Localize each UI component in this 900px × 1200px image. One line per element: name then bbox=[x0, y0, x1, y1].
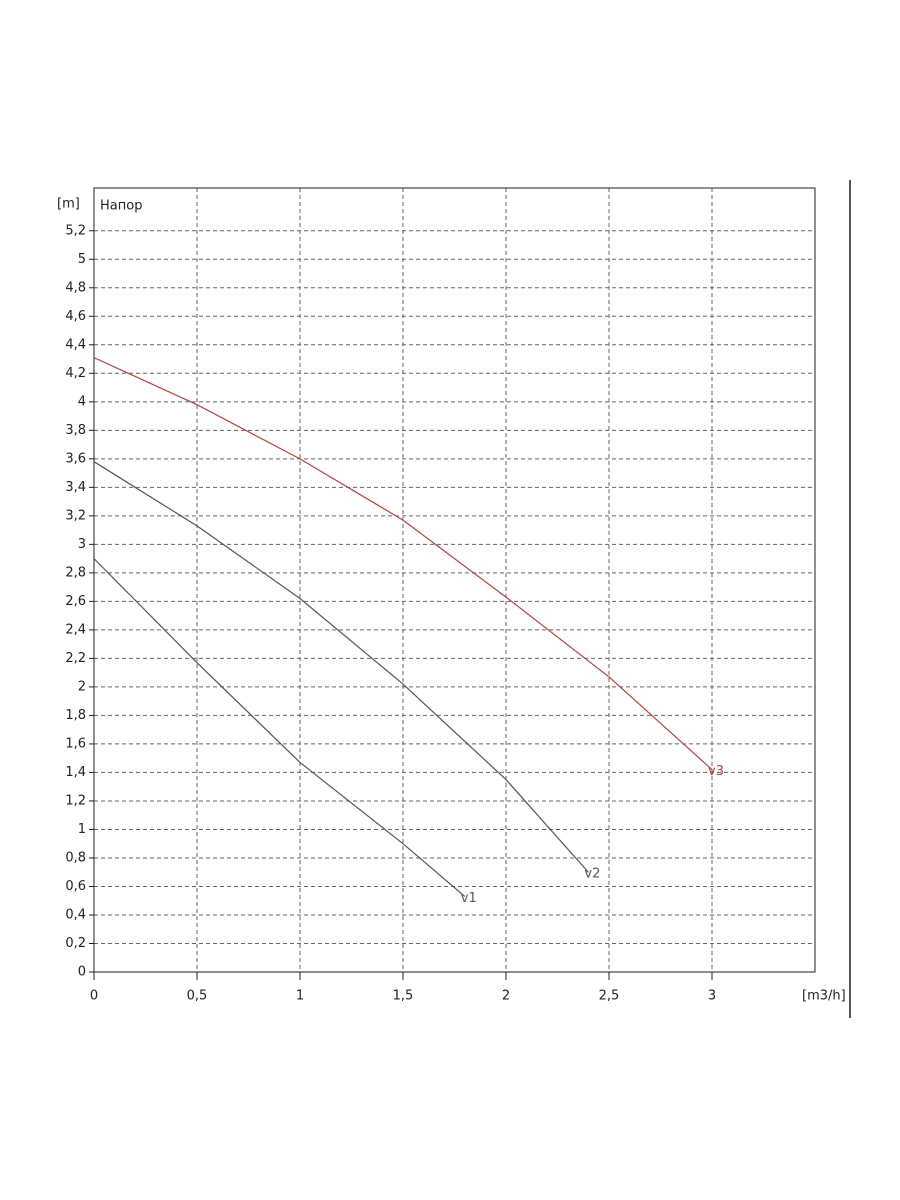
y-tick-label: 4,6 bbox=[65, 309, 86, 324]
x-tick-label: 1 bbox=[296, 989, 304, 1004]
y-tick-label: 3,2 bbox=[65, 508, 86, 523]
y-tick-label: 5,2 bbox=[65, 223, 86, 238]
y-tick-label: 0,8 bbox=[65, 850, 86, 865]
curve bbox=[93, 461, 589, 873]
y-tick-label: 1 bbox=[78, 822, 86, 837]
y-tick-label: 4 bbox=[78, 394, 86, 409]
x-tick-label: 0 bbox=[90, 989, 98, 1004]
x-tick-label: 0,5 bbox=[187, 989, 208, 1004]
y-tick-label: 0 bbox=[78, 965, 86, 980]
y-tick-label: 1,2 bbox=[65, 793, 86, 808]
y-tick-label: 0,6 bbox=[65, 879, 86, 894]
y-tick-label: 4,2 bbox=[65, 366, 86, 381]
y-axis-label: [m] bbox=[57, 197, 80, 212]
y-tick-label: 1,6 bbox=[65, 736, 86, 751]
y-tick-label: 0,4 bbox=[65, 907, 86, 922]
x-tick-label: 2 bbox=[502, 989, 510, 1004]
y-tick-label: 4,8 bbox=[65, 280, 86, 295]
y-tick-label: 3,4 bbox=[65, 480, 86, 495]
y-tick-label: 2,8 bbox=[65, 565, 86, 580]
y-tick-label: 2,6 bbox=[65, 594, 86, 609]
y-tick-label: 3 bbox=[78, 537, 86, 552]
y-tick-label: 2,2 bbox=[65, 651, 86, 666]
series-label: v3 bbox=[708, 764, 724, 779]
x-tick-label: 2,5 bbox=[599, 989, 620, 1004]
plot-frame bbox=[93, 187, 816, 973]
curve bbox=[93, 357, 713, 771]
y-tick-label: 1,8 bbox=[65, 708, 86, 723]
y-tick-label: 2 bbox=[78, 679, 86, 694]
y-tick-label: 2,4 bbox=[65, 622, 86, 637]
y-tick-label: 5 bbox=[78, 252, 86, 267]
series-label: v1 bbox=[461, 891, 477, 906]
curve bbox=[93, 558, 466, 897]
chart-title: Напор bbox=[100, 199, 142, 214]
x-tick-label: 1,5 bbox=[393, 989, 414, 1004]
series-label: v2 bbox=[584, 867, 600, 882]
y-tick-label: 0,2 bbox=[65, 936, 86, 951]
y-tick-label: 3,8 bbox=[65, 423, 86, 438]
x-tick-label: 3 bbox=[708, 989, 716, 1004]
y-tick-label: 4,4 bbox=[65, 337, 86, 352]
y-tick-label: 1,4 bbox=[65, 765, 86, 780]
y-tick-label: 3,6 bbox=[65, 451, 86, 466]
x-axis-label: [m3/h] bbox=[802, 989, 846, 1004]
